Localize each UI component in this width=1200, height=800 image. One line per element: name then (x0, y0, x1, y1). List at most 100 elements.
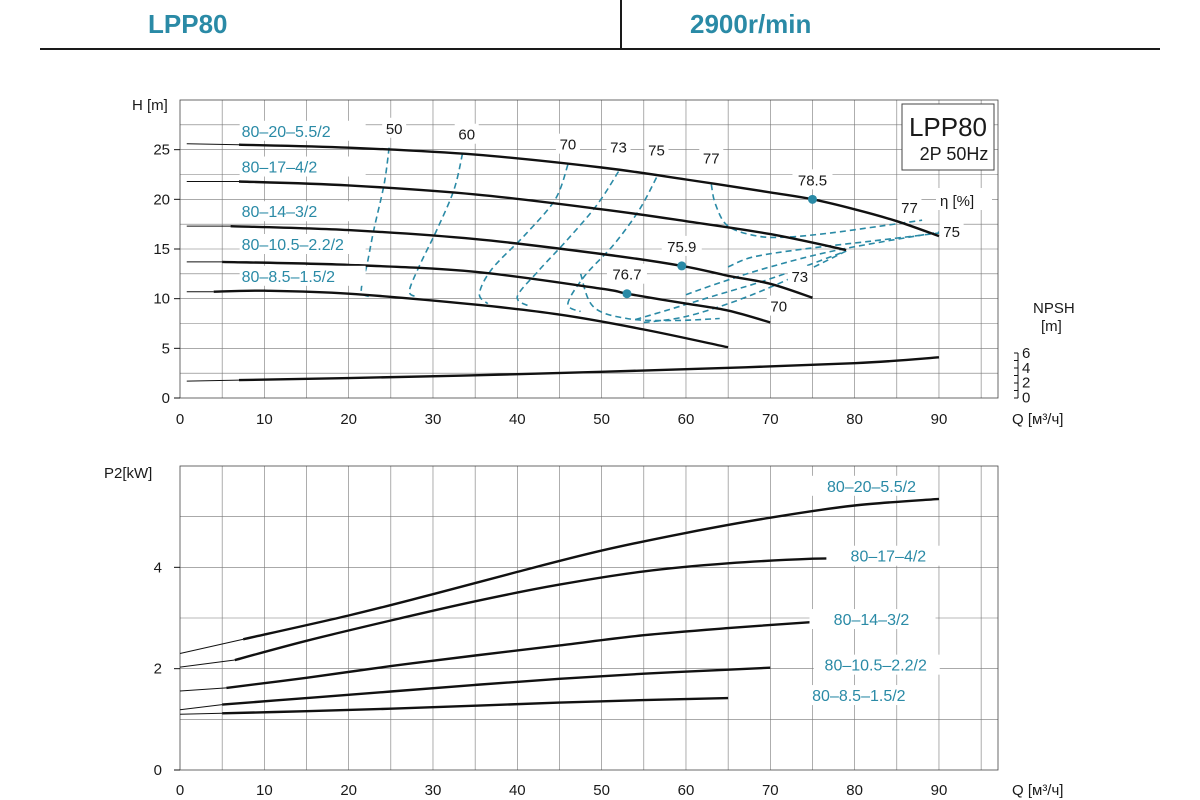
power-curve-stub (179, 712, 223, 715)
head-x-tick-label: 40 (509, 411, 526, 428)
model-box-title: LPP80 (909, 112, 987, 142)
eff-point-label-bg (792, 169, 833, 190)
head-series-label: 80–10.5–2.2/2 (242, 237, 344, 254)
power-x-axis-label: Q [м³/ч] (1012, 782, 1063, 799)
power-curve-line (242, 497, 940, 641)
npsh-unit-label: [m] (1041, 318, 1062, 335)
power-curve-line (222, 666, 771, 706)
head-x-tick-label: 50 (593, 411, 610, 428)
series-label-bg (239, 234, 366, 255)
iso-efficiency-line (478, 164, 569, 305)
power-y-tick-label: 0 (154, 762, 162, 779)
head-y-tick-label: 5 (162, 340, 170, 357)
power-y-tick-label: 4 (154, 559, 162, 576)
power-curve-stub (179, 687, 227, 692)
iso-label-bg (382, 117, 407, 138)
power-x-tick-label: 60 (678, 782, 695, 799)
head-y-tick-label: 25 (153, 142, 170, 159)
best-efficiency-point (622, 289, 632, 299)
iso-efficiency-line (408, 153, 464, 298)
head-series-label: 80–8.5–1.5/2 (242, 269, 336, 286)
power-y-axis-label: P2[kW] (104, 465, 152, 482)
head-y-axis-label: H [m] (132, 97, 168, 114)
power-x-tick-label: 10 (256, 782, 273, 799)
eff-point-label-bg (661, 235, 702, 256)
power-series-label: 80–17–4/2 (851, 549, 927, 566)
model-box-subtitle: 2P 50Hz (920, 144, 989, 164)
head-chart-panel: H [m]Q [м³/ч]0 10 20 30 40 50 60 70 80 9005101520… (132, 97, 1075, 428)
head-curve-line (213, 289, 729, 349)
best-efficiency-value: 76.7 (612, 267, 641, 284)
iso-efficiency-line (567, 177, 658, 313)
iso-efficiency-label: 60 (458, 127, 475, 144)
speed-title: 2900r/min (690, 9, 812, 39)
iso-label-bg (644, 139, 669, 160)
iso-efficiency-label: 73 (791, 269, 808, 286)
power-curve-line (222, 696, 729, 715)
iso-efficiency-line (516, 171, 620, 308)
model-box (901, 103, 995, 171)
power-label-bg (813, 654, 940, 675)
best-efficiency-value: 75.9 (667, 239, 696, 256)
npsh-curve-stub (186, 379, 240, 382)
series-label-bg (239, 156, 366, 177)
efficiency-axis-label: η [%] (940, 193, 974, 210)
power-series-label: 80–20–5.5/2 (827, 479, 916, 496)
best-efficiency-value: 78.5 (798, 172, 827, 189)
head-y-tick-label: 15 (153, 241, 170, 258)
eff-point-label-bg (606, 263, 647, 284)
header-bar: LPP80 2900r/min (40, 0, 1160, 50)
power-chart-panel: P2[kW] Q [м³/ч] 0 10 20 30 40 50 60 70 80 90 0 2 4 80–2… (104, 465, 1063, 799)
npsh-tick-label: 6 (1022, 345, 1030, 362)
power-x-tick-label: 0 (176, 782, 184, 799)
power-x-tick-label: 90 (931, 782, 948, 799)
head-x-tick-label: 90 (931, 411, 948, 428)
model-title: LPP80 (148, 9, 228, 39)
iso-label-bg (939, 221, 964, 242)
iso-efficiency-label: 73 (610, 140, 627, 157)
header-divider (620, 0, 622, 48)
npsh-tick-label: 2 (1022, 375, 1030, 392)
iso-label-bg (897, 197, 922, 218)
power-series-label: 80–14–3/2 (834, 612, 910, 629)
power-x-tick-label: 70 (762, 782, 779, 799)
npsh-tick-label: 0 (1022, 390, 1030, 407)
head-x-tick-label: 60 (678, 411, 695, 428)
head-x-tick-label: 10 (256, 411, 273, 428)
iso-efficiency-line (360, 147, 390, 298)
power-x-tick-label: 30 (425, 782, 442, 799)
iso-efficiency-line (685, 231, 940, 296)
iso-efficiency-label: 75 (943, 224, 960, 241)
best-efficiency-point (807, 194, 817, 204)
series-label-bg (239, 265, 366, 286)
iso-efficiency-label: 77 (901, 200, 918, 217)
power-x-tick-label: 20 (340, 782, 357, 799)
power-x-tick-label: 50 (593, 782, 610, 799)
power-series-label: 80–10.5–2.2/2 (825, 658, 927, 675)
best-efficiency-point (677, 261, 687, 271)
series-label-bg (239, 201, 366, 222)
head-x-tick-label: 0 (176, 411, 184, 428)
iso-efficiency-label: 50 (386, 121, 403, 138)
power-curve-stub (179, 659, 235, 668)
npsh-curve-line (238, 356, 940, 382)
head-y-tick-label: 0 (162, 390, 170, 407)
power-label-bg (809, 609, 936, 630)
power-label-bg (826, 545, 953, 566)
iso-efficiency-label: 70 (770, 299, 787, 316)
iso-label-bg (555, 133, 580, 154)
head-curve-line (238, 143, 940, 238)
head-x-tick-label: 80 (846, 411, 863, 428)
head-curve-line (222, 260, 771, 324)
power-curve-line (226, 620, 813, 690)
npsh-axis-label: NPSH (1033, 300, 1075, 317)
iso-efficiency-line (710, 184, 923, 239)
iso-label-bg (787, 265, 812, 286)
npsh-tick-label: 4 (1022, 360, 1030, 377)
iso-label-bg (454, 123, 479, 144)
series-label-bg (239, 120, 366, 141)
power-x-tick-label: 40 (509, 782, 526, 799)
power-x-tick-label: 80 (846, 782, 863, 799)
power-label-bg (809, 475, 936, 496)
